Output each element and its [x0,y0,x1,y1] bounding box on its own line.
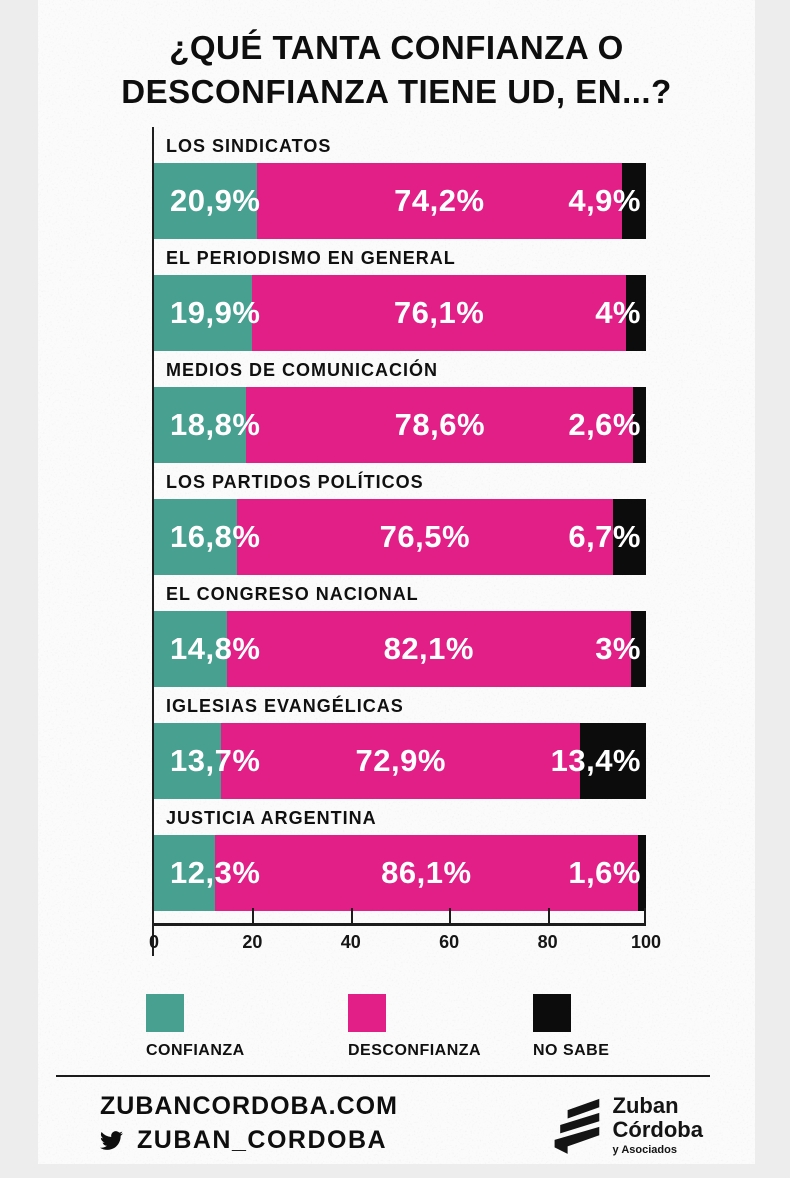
axis-tick [547,908,550,924]
value-label-confianza: 18,8% [170,407,261,443]
brand-name-line2: Córdoba [612,1117,703,1143]
legend-label: CONFIANZA [146,1042,245,1060]
legend-swatch-confianza [146,994,184,1033]
bar-group: EL CONGRESO NACIONAL 14,8% 82,1% 3% [154,575,646,688]
value-label-no-sabe: 3% [595,631,641,667]
stacked-bar: 16,8% 76,5% 6,7% [154,499,646,576]
value-label-confianza: 14,8% [170,631,261,667]
category-label: JUSTICIA ARGENTINA [166,808,377,829]
brand-name-line1: Zuban [612,1093,679,1119]
value-label-desconfianza: 72,9% [355,743,446,779]
brand-subtitle: y Asociados [612,1143,677,1156]
axis-tick-label: 80 [537,932,558,953]
value-label-desconfianza: 86,1% [381,855,472,891]
category-label: EL CONGRESO NACIONAL [166,584,419,605]
value-label-confianza: 19,9% [170,295,261,331]
value-label-no-sabe: 2,6% [568,407,641,443]
axis-tick-label: 100 [630,932,662,953]
chart-legend: CONFIANZA DESCONFIANZA NO SABE [146,994,755,1060]
legend-item-confianza: CONFIANZA [146,994,348,1060]
x-axis-labels: 0 20 40 60 80 100 [149,932,661,956]
footer: ZUBANCORDOBA.COM ZUBAN_CORDOBA [38,1092,755,1156]
footer-divider [56,1075,710,1078]
value-label-no-sabe: 6,7% [568,519,641,555]
twitter-icon [100,1129,123,1152]
brand-logo: Zuban Córdoba y Asociados [549,1094,703,1156]
legend-item-no-sabe: NO SABE [533,994,609,1060]
value-label-desconfianza: 76,5% [379,519,471,555]
contact-block: ZUBANCORDOBA.COM ZUBAN_CORDOBA [100,1092,398,1155]
axis-tick [449,908,452,924]
zuban-cordoba-logo-icon [554,1099,599,1154]
value-label-confianza: 16,8% [170,519,261,555]
stacked-bar: 13,7% 72,9% 13,4% [154,723,646,800]
stacked-bar: 14,8% 82,1% 3% [154,611,646,688]
value-label-no-sabe: 4,9% [568,183,641,219]
axis-tick-label: 60 [439,932,460,953]
value-label-desconfianza: 82,1% [383,631,474,667]
bar-group: LOS SINDICATOS 20,9% 74,2% 4,9% [154,127,646,240]
bar-group: MEDIOS DE COMUNICACIÓN 18,8% 78,6% 2,6% [154,351,646,464]
bar-group: LOS PARTIDOS POLÍTICOS 16,8% 76,5% 6,7% [154,463,646,576]
value-label-no-sabe: 1,6% [568,855,641,891]
axis-tick-label: 20 [242,932,263,953]
twitter-handle-link[interactable]: ZUBAN_CORDOBA [137,1126,388,1155]
axis-tick-label: 40 [340,932,361,953]
category-label: MEDIOS DE COMUNICACIÓN [166,360,439,381]
stacked-bar: 12,3% 86,1% 1,6% [154,835,646,912]
value-label-confianza: 20,9% [170,183,261,219]
stacked-bar: 20,9% 74,2% 4,9% [154,163,646,240]
value-label-no-sabe: 4% [595,295,641,331]
category-label: LOS SINDICATOS [166,136,332,157]
legend-swatch-no-sabe [533,994,571,1033]
value-label-confianza: 12,3% [170,855,261,891]
x-axis [154,908,646,927]
bar-group: EL PERIODISMO EN GENERAL 19,9% 76,1% 4% [154,239,646,352]
legend-item-desconfianza: DESCONFIANZA [348,994,533,1060]
website-link[interactable]: ZUBANCORDOBA.COM [100,1092,398,1121]
bar-group: IGLESIAS EVANGÉLICAS 13,7% 72,9% 13,4% [154,687,646,800]
axis-tick [252,908,255,924]
axis-tick-label: 0 [148,932,160,953]
stacked-bar: 19,9% 76,1% 4% [154,275,646,352]
stacked-bar: 18,8% 78,6% 2,6% [154,387,646,464]
value-label-desconfianza: 74,2% [394,183,485,219]
value-label-confianza: 13,7% [170,743,261,779]
category-label: EL PERIODISMO EN GENERAL [166,248,456,269]
bar-group: JUSTICIA ARGENTINA 12,3% 86,1% 1,6% [154,799,646,912]
stacked-bar-chart: LOS SINDICATOS 20,9% 74,2% 4,9% EL PERIODISM… [149,127,661,957]
category-label: LOS PARTIDOS POLÍTICOS [166,472,424,493]
legend-swatch-desconfianza [348,994,386,1033]
legend-label: DESCONFIANZA [348,1042,482,1060]
value-label-desconfianza: 76,1% [393,295,485,331]
category-label: IGLESIAS EVANGÉLICAS [166,696,404,717]
legend-label: NO SABE [533,1042,610,1060]
value-label-desconfianza: 78,6% [394,407,486,443]
axis-tick [350,908,353,924]
value-label-no-sabe: 13,4% [550,743,641,779]
infographic-card: ¿QUÉ TANTA CONFIANZA O DESCONFIANZA TIEN… [38,0,755,1164]
axis-tick [644,908,646,924]
page-title: ¿QUÉ TANTA CONFIANZA O DESCONFIANZA TIEN… [121,29,672,110]
